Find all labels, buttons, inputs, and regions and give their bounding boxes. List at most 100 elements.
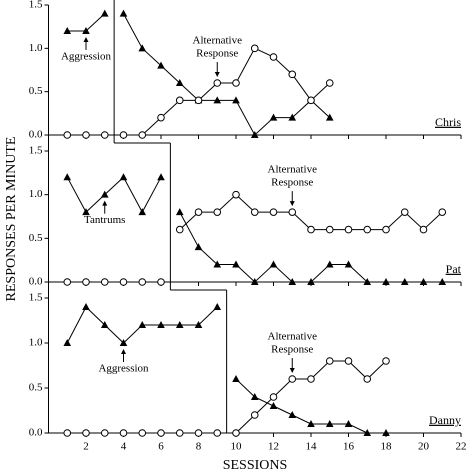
circle-marker <box>419 225 428 234</box>
circle-marker <box>213 429 222 437</box>
circle-marker <box>232 79 240 87</box>
circle-marker <box>250 411 259 419</box>
y-tick-label: 1.0 <box>29 337 43 349</box>
circle-marker <box>194 208 203 216</box>
arrow-head <box>214 72 220 77</box>
circle-marker <box>194 429 203 437</box>
triangle-marker <box>288 113 297 121</box>
circle-marker <box>157 429 165 437</box>
circle-marker <box>194 96 203 105</box>
circle-marker <box>82 429 90 437</box>
triangle-marker <box>100 321 109 328</box>
x-tick-label: 10 <box>231 441 243 453</box>
circle-marker <box>344 225 353 234</box>
circle-marker <box>232 429 240 437</box>
triangle-marker <box>157 321 165 328</box>
triangle-marker <box>175 79 184 86</box>
panel-label: Danny <box>429 413 461 427</box>
annotation-text: Aggression <box>61 51 112 63</box>
triangle-marker <box>269 402 278 409</box>
circle-marker <box>363 225 372 234</box>
triangle-marker <box>63 27 72 34</box>
circle-marker <box>138 429 147 437</box>
circle-marker <box>100 278 109 286</box>
triangle-marker <box>325 420 334 427</box>
triangle-marker <box>232 96 240 104</box>
annotation-text: Response <box>271 177 313 189</box>
triangle-marker <box>213 260 222 268</box>
circle-marker <box>175 96 184 105</box>
triangle-marker <box>213 96 222 104</box>
circle-marker <box>213 208 222 216</box>
x-tick-label: 18 <box>381 441 393 453</box>
arrow-head <box>102 200 108 206</box>
x-axis-label: SESSIONS <box>223 458 288 473</box>
triangle-marker <box>138 208 147 216</box>
triangle-marker <box>194 321 203 328</box>
circle-marker <box>138 278 147 286</box>
annotation-text: Response <box>196 48 238 60</box>
series-line <box>123 47 331 136</box>
y-tick-label: 0.5 <box>29 382 43 394</box>
triangle-marker <box>325 260 334 268</box>
circle-marker <box>157 278 165 286</box>
circle-marker <box>288 208 297 216</box>
circle-marker <box>63 278 72 286</box>
circle-marker <box>100 131 109 139</box>
triangle-marker <box>363 429 372 436</box>
circle-marker <box>82 131 90 139</box>
circle-marker <box>119 429 128 437</box>
circle-marker <box>307 375 315 383</box>
circle-marker <box>250 208 259 216</box>
triangle-marker <box>250 131 259 138</box>
y-tick-label: 1.0 <box>29 42 43 54</box>
triangle-marker <box>119 173 128 181</box>
triangle-marker <box>307 420 315 427</box>
circle-marker <box>438 208 447 216</box>
triangle-marker <box>288 278 297 285</box>
triangle-marker <box>82 208 90 216</box>
circle-marker <box>175 225 184 234</box>
circle-marker <box>250 44 259 53</box>
annotation-text: Alternative <box>268 331 318 343</box>
x-tick-label: 6 <box>158 441 164 453</box>
triangle-marker <box>175 321 184 328</box>
circle-marker <box>82 278 90 286</box>
triangle-marker <box>307 278 315 285</box>
x-tick-label: 22 <box>456 441 467 453</box>
triangle-marker <box>344 420 353 427</box>
annotation-text: Response <box>271 344 313 356</box>
y-tick-label: 1.5 <box>29 292 43 304</box>
triangle-marker <box>288 411 297 418</box>
triangle-marker <box>400 278 409 285</box>
arrow-head <box>289 368 295 373</box>
y-axis-label: RESPONSES PER MINUTE <box>4 137 19 302</box>
annotation: Tantrums <box>84 200 125 226</box>
circle-marker <box>325 225 334 234</box>
circle-marker <box>288 70 297 79</box>
annotation-text: Alternative <box>268 164 318 176</box>
x-tick-label: 16 <box>343 441 355 453</box>
circle-marker <box>157 113 165 122</box>
x-tick-label: 12 <box>268 441 279 453</box>
triangle-marker <box>382 429 390 436</box>
arrow-head <box>83 37 89 42</box>
circle-marker <box>269 393 278 401</box>
triangle-marker <box>82 303 90 310</box>
triangle-marker <box>138 321 147 328</box>
triangle-marker <box>119 339 128 346</box>
triangle-marker <box>194 243 203 251</box>
triangle-marker <box>63 339 72 346</box>
triangle-marker <box>250 393 259 400</box>
x-tick-label: 2 <box>83 441 89 453</box>
circle-marker <box>400 208 409 216</box>
triangle-marker <box>157 61 165 69</box>
triangle-marker <box>250 278 259 285</box>
series-line <box>179 211 443 283</box>
circle-marker <box>119 278 128 286</box>
y-tick-label: 1.5 <box>29 145 43 157</box>
